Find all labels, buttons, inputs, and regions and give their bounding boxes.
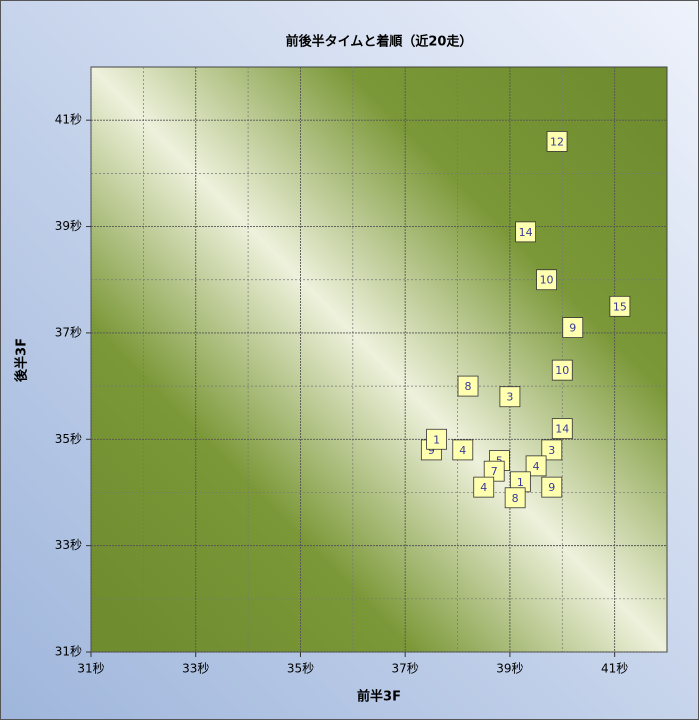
point-label: 15 [613,300,627,313]
point-label: 8 [512,492,519,505]
point: 10 [551,359,573,381]
point-marker [457,375,479,397]
point-label: 3 [548,444,555,457]
x-tick-label: 39秒 [496,662,523,676]
point-marker [551,359,573,381]
x-tick-label: 41秒 [601,662,628,676]
point: 3 [499,386,521,408]
point-label: 3 [506,391,513,404]
x-axis-label: 前半3F [357,689,401,705]
y-tick-label: 33秒 [55,538,82,552]
point-label: 8 [465,380,472,393]
x-tick-label: 37秒 [392,662,419,676]
point-label: 7 [491,465,498,478]
point: 3 [541,439,563,461]
point: 8 [457,375,479,397]
point: 14 [551,418,573,440]
y-tick-label: 37秒 [55,325,82,339]
y-tick-label: 39秒 [55,219,82,233]
point: 15 [609,295,631,317]
point-label: 9 [548,481,555,494]
point: 4 [525,455,547,477]
point-marker [551,418,573,440]
point-marker [546,131,568,152]
point-label: 14 [519,226,533,239]
point: 4 [473,476,495,498]
point: 12 [546,131,568,152]
point: 9 [541,476,563,498]
point-label: 10 [540,274,554,287]
x-tick-label: 31秒 [77,662,104,676]
point-marker [473,476,495,498]
point-marker [609,295,631,317]
x-tick-label: 33秒 [182,662,209,676]
point-marker [541,476,563,498]
point-marker [562,317,584,338]
point-marker [499,386,521,408]
point-marker [452,439,474,461]
y-tick-label: 31秒 [55,645,82,659]
point-label: 9 [569,322,576,335]
point-marker [541,439,563,461]
point: 10 [536,269,557,291]
point-label: 4 [480,481,487,494]
y-axis-label: 後半3F [14,338,30,382]
point: 8 [504,487,526,509]
plot-area [90,66,668,653]
point: 9 [562,317,584,338]
point-marker [525,455,547,477]
point-marker [504,487,526,509]
point-label: 1 [433,433,440,446]
point: 14 [515,221,537,243]
y-tick-label: 41秒 [55,113,82,127]
point-label: 9 [428,444,435,457]
point-label: 1 [517,476,524,489]
point-marker [483,460,505,482]
y-tick-label: 35秒 [55,432,82,446]
point: 7 [483,460,505,482]
chart-title: 前後半タイムと着順（近20走） [286,34,473,50]
point-marker [536,269,557,291]
point-label: 12 [550,135,564,148]
x-tick-label: 35秒 [287,662,314,676]
point-marker [515,221,537,243]
point-label: 14 [555,423,569,436]
point-marker [426,428,448,450]
point-label: 4 [533,460,540,473]
point-label: 4 [459,444,466,457]
point: 4 [452,439,474,461]
point-label: 10 [555,364,569,377]
point: 1 [426,428,448,450]
